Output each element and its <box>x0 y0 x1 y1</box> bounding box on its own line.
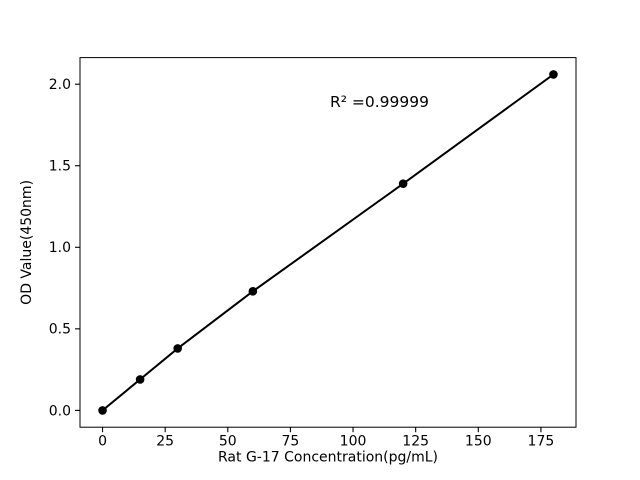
data-series <box>98 70 558 415</box>
data-point-marker <box>173 344 182 353</box>
data-point-marker <box>398 179 408 188</box>
data-point-marker <box>549 70 558 79</box>
axes-ticks: 0 25 50 75 100 125 150 175 0.0 0.5 1.0 1.5 2.0 <box>49 77 555 450</box>
x-tick-label: 75 <box>282 434 300 450</box>
x-tick-label: 100 <box>340 434 367 450</box>
data-point-marker <box>98 406 107 415</box>
y-tick-label: 1.0 <box>49 240 71 256</box>
x-tick-label: 25 <box>156 434 174 450</box>
y-axis-label: OD Value(450nm) <box>19 180 35 305</box>
plot-frame <box>79 57 577 428</box>
standard-curve-line <box>101 73 555 412</box>
x-axis-label: Rat G-17 Concentration(pg/mL) <box>218 450 438 466</box>
x-tick-label: 150 <box>465 434 492 450</box>
r-squared-annotation: R² =0.99999 <box>330 93 429 111</box>
x-tick-label: 50 <box>219 434 237 450</box>
y-tick-label: 0.0 <box>49 403 71 419</box>
y-tick-label: 2.0 <box>49 77 71 93</box>
x-tick-label: 125 <box>402 434 429 450</box>
y-tick-label: 0.5 <box>49 322 71 338</box>
x-tick-label: 175 <box>528 434 555 450</box>
data-point-marker <box>248 287 258 296</box>
y-tick-label: 1.5 <box>49 159 71 175</box>
data-point-marker <box>135 375 145 384</box>
x-tick-label: 0 <box>98 434 107 450</box>
